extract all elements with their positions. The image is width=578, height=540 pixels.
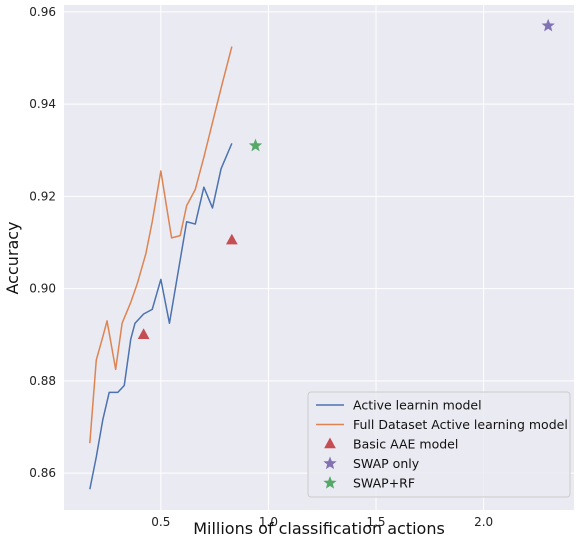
legend-label: SWAP+RF [353, 476, 415, 491]
y-tick-label: 0.90 [29, 282, 56, 296]
tick-labels: 0.5 1.0 1.5 2.0 0.86 0.88 0.90 0.92 0.94 0.96 [29, 5, 493, 529]
series-line [89, 46, 233, 444]
x-tick-label: 1.5 [366, 515, 385, 529]
legend-label: SWAP only [353, 456, 420, 471]
legend-label: Active learnin model [353, 398, 482, 413]
grid [64, 5, 574, 510]
x-tick-label: 0.5 [151, 515, 170, 529]
y-tick-label: 0.96 [29, 5, 56, 19]
legend-triangle-swatch [324, 437, 336, 449]
star-marker [541, 18, 555, 32]
series-line [89, 143, 233, 490]
legend-star-swatch [323, 476, 337, 489]
y-tick-label: 0.86 [29, 466, 56, 480]
triangle-marker [137, 328, 150, 339]
y-tick-label: 0.92 [29, 189, 56, 203]
legend-box [307, 391, 571, 498]
y-axis-label: Accuracy [3, 221, 22, 294]
legend-label: Full Dataset Active learning model [353, 417, 568, 432]
legend-label: Basic AAE model [353, 437, 458, 452]
legend-star-swatch [323, 456, 337, 470]
triangle-marker [225, 233, 238, 245]
x-axis-label: Millions of classification actions [193, 519, 445, 538]
x-tick-label: 1.0 [259, 515, 278, 529]
y-tick-label: 0.94 [29, 97, 56, 111]
legend: Active learnin model Full Dataset Active … [307, 391, 571, 498]
x-tick-label: 2.0 [474, 515, 493, 529]
star-marker [248, 138, 263, 152]
series-layer [89, 18, 555, 490]
y-tick-label: 0.88 [29, 374, 56, 388]
